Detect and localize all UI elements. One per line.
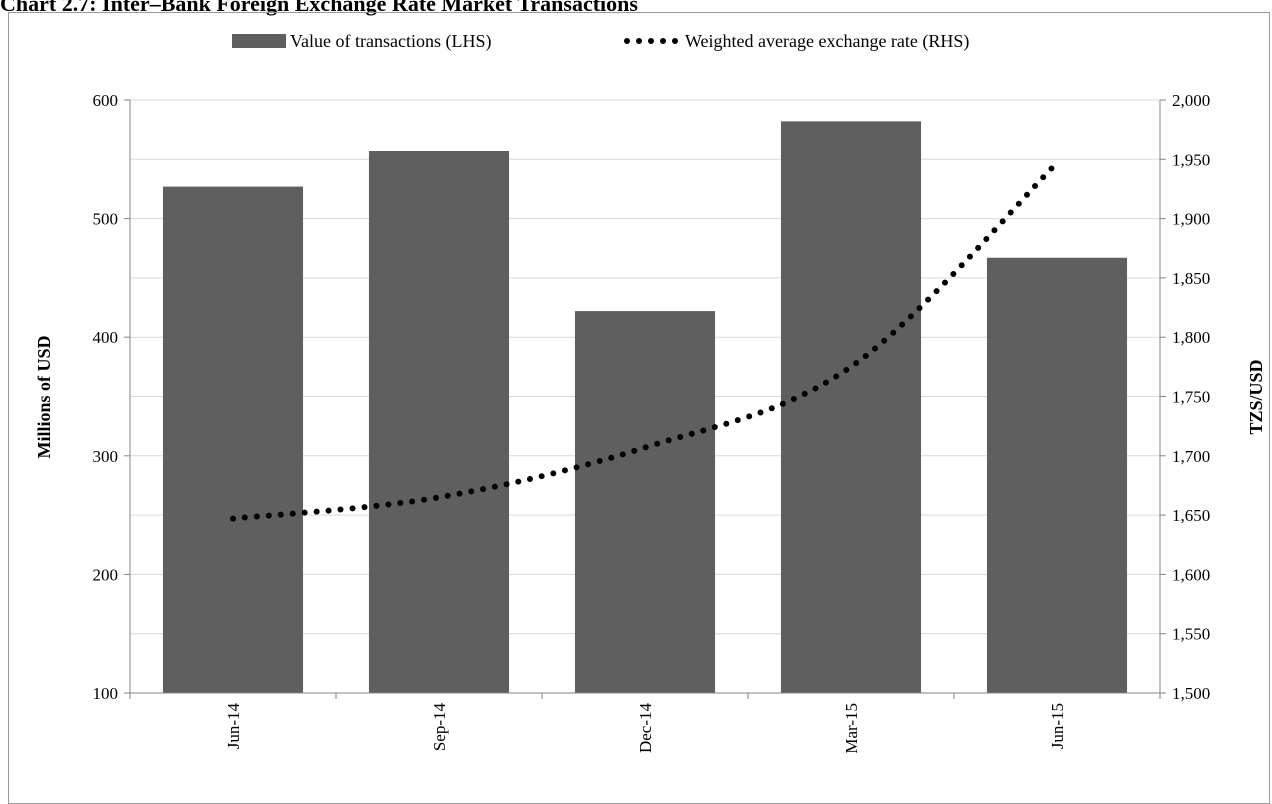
left-tick-label: 400 <box>93 328 119 347</box>
bar-Mar-15 <box>780 121 922 693</box>
bar-Dec-14 <box>574 311 716 693</box>
left-tick-label: 300 <box>93 447 119 466</box>
right-axis-label: TZS/USD <box>1246 359 1266 434</box>
right-tick-label: 1,950 <box>1172 150 1210 169</box>
left-axis-ticks: 100 200 300 400 500 600 <box>93 91 119 703</box>
line-series <box>230 159 1060 522</box>
bar-Sep-14 <box>368 150 510 694</box>
left-tick-label: 100 <box>93 684 119 703</box>
bar-series <box>162 121 1128 694</box>
bar-Jun-15 <box>986 257 1128 693</box>
x-tick-label: Dec-14 <box>636 703 655 754</box>
axes <box>124 99 1166 699</box>
x-tick-label: Jun-14 <box>224 703 243 750</box>
legend-swatch-bars <box>232 34 286 48</box>
right-tick-label: 1,850 <box>1172 269 1210 288</box>
left-axis-label: Millions of USD <box>34 335 54 458</box>
legend-label-line: Weighted average exchange rate (RHS) <box>685 31 969 52</box>
left-tick-label: 600 <box>93 91 119 110</box>
right-tick-label: 1,900 <box>1172 210 1210 229</box>
legend: Value of transactions (LHS) Weighted ave… <box>232 31 969 52</box>
x-tick-label: Mar-15 <box>842 703 861 754</box>
right-tick-label: 1,700 <box>1172 447 1210 466</box>
left-tick-label: 500 <box>93 210 119 229</box>
x-tick-label: Sep-14 <box>430 703 449 752</box>
bar-Jun-14 <box>162 186 304 693</box>
left-tick-label: 200 <box>93 565 119 584</box>
legend-label-bars: Value of transactions (LHS) <box>290 31 491 52</box>
right-tick-label: 1,550 <box>1172 625 1210 644</box>
right-axis-ticks: 1,500 1,550 1,600 1,650 1,700 1,750 1,800 1,850… <box>1172 91 1210 703</box>
exchange-rate-line <box>230 159 1060 522</box>
right-tick-label: 1,800 <box>1172 328 1210 347</box>
x-axis-ticks: Jun-14 Sep-14 Dec-14 Mar-15 Jun-15 <box>224 703 1067 754</box>
right-tick-label: 1,750 <box>1172 388 1210 407</box>
right-tick-label: 1,500 <box>1172 684 1210 703</box>
right-tick-label: 2,000 <box>1172 91 1210 110</box>
right-tick-label: 1,600 <box>1172 565 1210 584</box>
right-tick-label: 1,650 <box>1172 506 1210 525</box>
x-tick-label: Jun-15 <box>1048 703 1067 749</box>
